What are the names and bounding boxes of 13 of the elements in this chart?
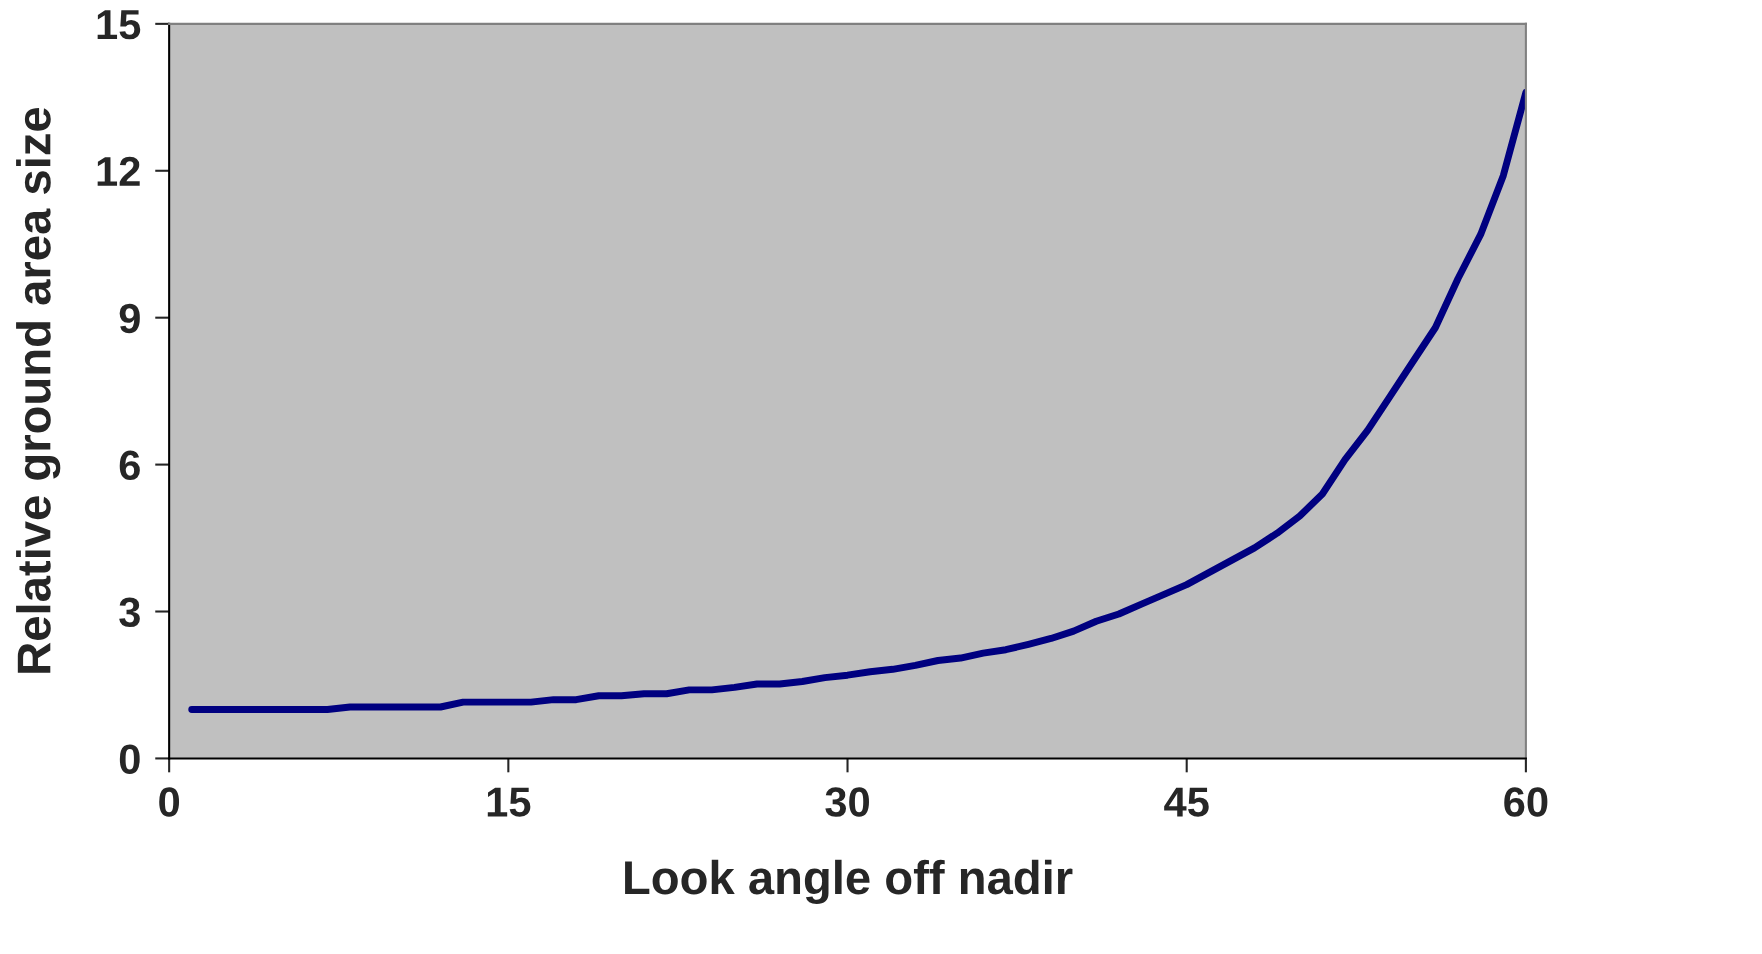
- x-tick-label: 0: [159, 787, 180, 817]
- x-tick-label: 45: [1164, 787, 1209, 817]
- y-axis-title: Relative ground area size: [16, 107, 61, 673]
- x-axis-title: Look angle off nadir: [625, 859, 1073, 904]
- y-tick-label: 15: [97, 10, 141, 40]
- y-tick-label: 0: [119, 744, 140, 774]
- x-tick-label: 15: [487, 787, 531, 817]
- x-tick-label: 60: [1504, 787, 1548, 817]
- y-tick-label: 9: [119, 303, 140, 334]
- x-tick-label: 30: [825, 787, 869, 817]
- y-tick-label: 6: [119, 450, 140, 481]
- y-tick-label: 3: [119, 597, 140, 628]
- y-tick-label: 12: [97, 156, 140, 186]
